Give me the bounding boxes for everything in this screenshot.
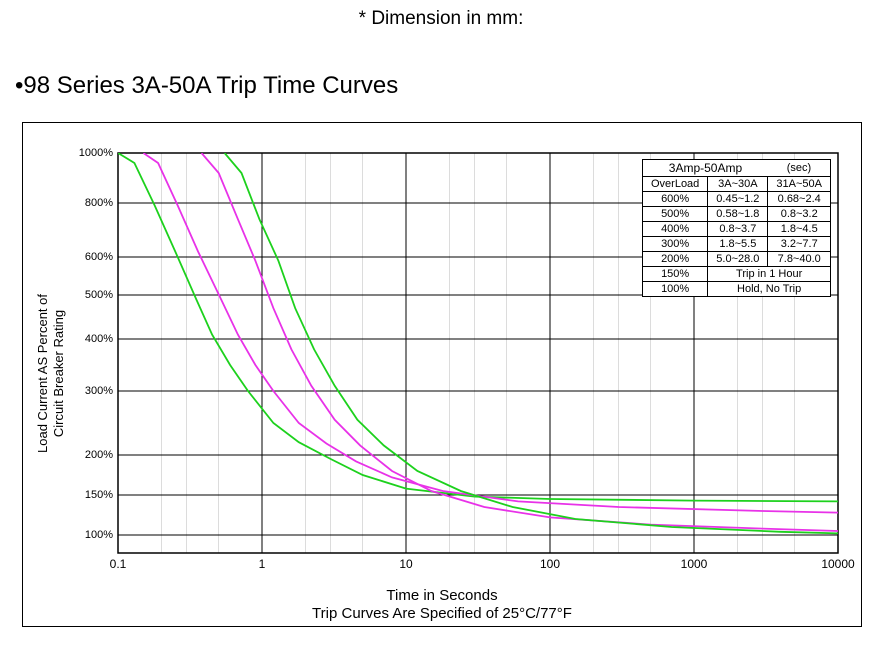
legend-row: 150%Trip in 1 Hour [642,267,830,282]
legend-row: 500%0.58~1.80.8~3.2 [642,207,830,222]
legend-col-0: OverLoad [642,177,707,192]
y-tick-200: 200% [68,449,113,461]
y-tick-600: 600% [68,251,113,263]
x-tick-1: 1 [259,557,266,571]
top-note: * Dimension in mm: [0,8,882,30]
legend-row: 200%5.0~28.07.8~40.0 [642,252,830,267]
page-title: •98 Series 3A-50A Trip Time Curves [15,72,398,100]
x-tick-0.1: 0.1 [110,557,127,571]
y-tick-1000: 1000% [68,147,113,159]
legend-row: 600%0.45~1.20.68~2.4 [642,192,830,207]
y-axis-label: Load Current AS Percent ofCircuit Breake… [35,294,66,453]
legend-row: 100%Hold, No Trip [642,282,830,297]
y-tick-300: 300% [68,385,113,397]
y-tick-800: 800% [68,197,113,209]
x-tick-10000: 10000 [821,557,854,571]
x-axis-label: Time in Seconds [23,587,861,604]
y-tick-500: 500% [68,289,113,301]
x-tick-1000: 1000 [681,557,708,571]
y-tick-150: 150% [68,489,113,501]
legend-col-2: 31A~50A [768,177,831,192]
x-tick-10: 10 [399,557,412,571]
legend-row: 400%0.8~3.71.8~4.5 [642,222,830,237]
legend-row: 300%1.8~5.53.2~7.7 [642,237,830,252]
y-tick-100: 100% [68,529,113,541]
x-tick-100: 100 [540,557,560,571]
legend-table: 3Amp-50Amp(sec) OverLoad 3A~30A 31A~50A … [642,159,831,297]
legend-col-1: 3A~30A [708,177,768,192]
y-tick-400: 400% [68,333,113,345]
x-axis-sublabel: Trip Curves Are Specified of 25°C/77°F [23,605,861,622]
chart-frame: Load Current AS Percent ofCircuit Breake… [22,122,862,627]
